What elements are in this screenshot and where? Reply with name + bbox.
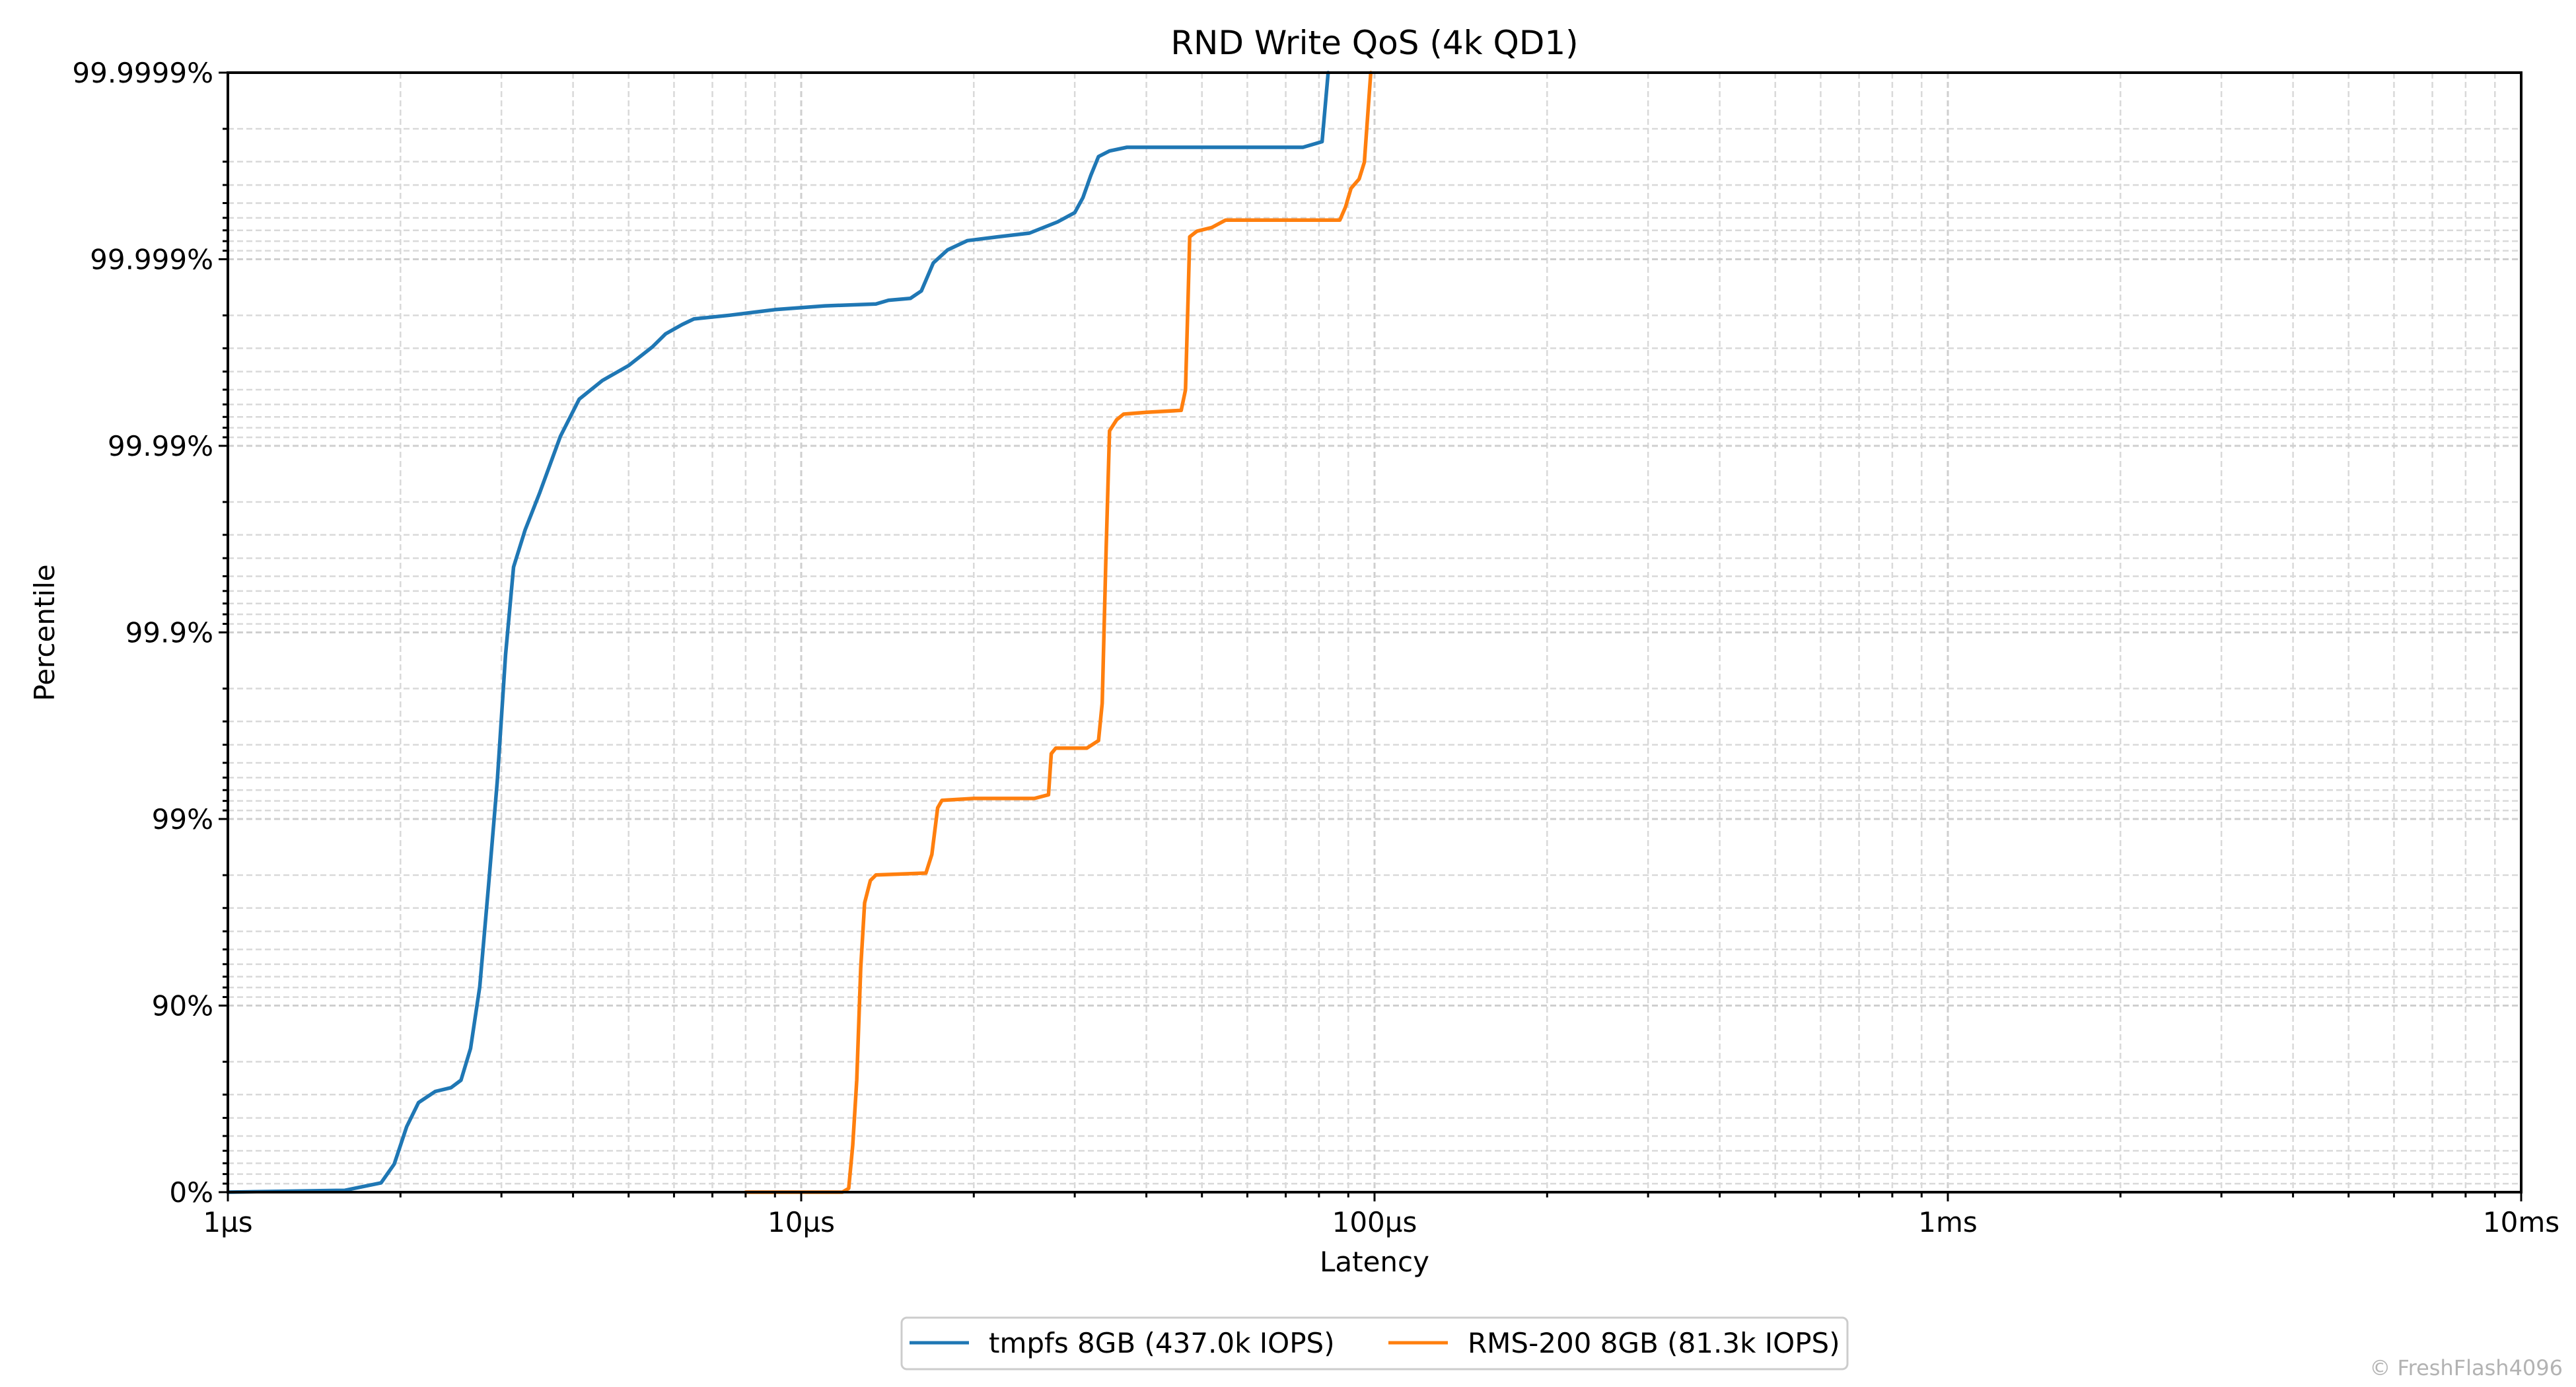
x-tick-label: 10µs bbox=[768, 1206, 835, 1238]
y-tick-label: 99.999% bbox=[90, 244, 213, 276]
y-tick-label: 99.9% bbox=[125, 617, 213, 649]
grid-lines bbox=[228, 71, 2521, 1192]
axis-ticks: 1µs 10µs 100µs 1ms 10ms 0% 90% 99% 99.9% 99.99% 99… bbox=[72, 57, 2559, 1238]
x-tick-label: 1µs bbox=[203, 1206, 252, 1238]
y-axis-label: Percentile bbox=[28, 564, 61, 701]
legend-box bbox=[900, 1316, 1849, 1370]
y-tick-label: 0% bbox=[169, 1176, 213, 1209]
x-tick-label: 1ms bbox=[1918, 1206, 1978, 1238]
y-tick-label: 90% bbox=[152, 990, 213, 1022]
chart-title: RND Write QoS (4k QD1) bbox=[1170, 24, 1578, 62]
series-line-0 bbox=[226, 71, 1330, 1194]
x-tick-label: 100µs bbox=[1332, 1206, 1417, 1238]
x-tick-label: 10ms bbox=[2483, 1206, 2559, 1238]
legend-label-rms200: RMS-200 8GB (81.3k IOPS) bbox=[1468, 1327, 1840, 1359]
series-line-1 bbox=[744, 71, 1373, 1194]
y-tick-label: 99.9999% bbox=[72, 57, 213, 89]
series-lines bbox=[226, 71, 1373, 1194]
y-tick-label: 99.99% bbox=[108, 430, 213, 462]
x-axis-label: Latency bbox=[1320, 1246, 1429, 1278]
y-tick-label: 99% bbox=[152, 803, 213, 836]
watermark: © FreshFlash4096 bbox=[2369, 1355, 2563, 1380]
legend-label-tmpfs: tmpfs 8GB (437.0k IOPS) bbox=[989, 1327, 1335, 1359]
legend: tmpfs 8GB (437.0k IOPS) RMS-200 8GB (81.… bbox=[900, 1316, 1849, 1370]
